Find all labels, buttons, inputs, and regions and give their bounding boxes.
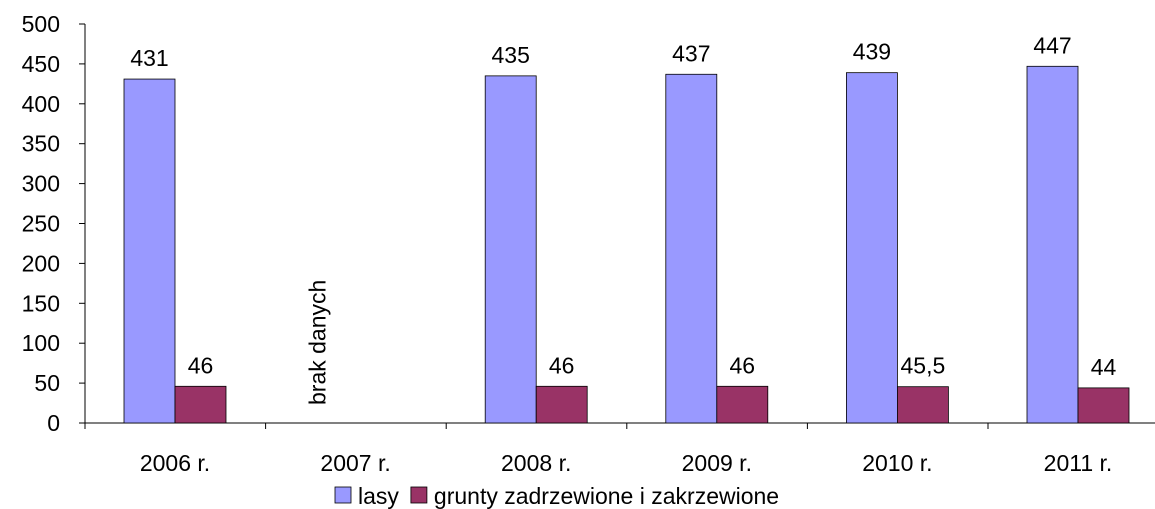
y-tick-label: 300 bbox=[22, 171, 60, 197]
y-tick-label: 500 bbox=[22, 11, 60, 37]
bar-lasy bbox=[1026, 65, 1079, 424]
data-label: 439 bbox=[853, 39, 891, 65]
data-label: 447 bbox=[1033, 32, 1071, 58]
y-tick-label: 100 bbox=[22, 330, 60, 356]
data-label: 45,5 bbox=[901, 353, 946, 379]
bar-grunty bbox=[174, 385, 227, 424]
y-tick-label: 0 bbox=[47, 410, 60, 436]
y-tick-label: 450 bbox=[22, 51, 60, 77]
data-label: 437 bbox=[672, 40, 710, 66]
data-labels: 431 46 435 46 437 46 439 45,5 447 44 bbox=[130, 32, 1116, 380]
category-label: 2009 r. bbox=[682, 450, 752, 476]
bar-grunty bbox=[716, 385, 769, 424]
category-label: 2006 r. bbox=[140, 450, 210, 476]
bar-lasy bbox=[846, 72, 898, 424]
y-tick-label: 400 bbox=[22, 91, 60, 117]
y-tick-label: 150 bbox=[22, 290, 60, 316]
axes bbox=[84, 24, 1155, 429]
y-tick-label: 50 bbox=[34, 370, 60, 396]
category-labels: 2006 r. 2007 r. 2008 r. 2009 r. 2010 r. 2011 … bbox=[140, 450, 1112, 476]
y-tick-label: 250 bbox=[22, 211, 60, 237]
y-tick-label: 350 bbox=[22, 131, 60, 157]
category-label: 2011 r. bbox=[1044, 450, 1113, 476]
bar-grunty bbox=[897, 386, 949, 424]
bar-lasy bbox=[123, 78, 176, 424]
category-label: 2010 r. bbox=[862, 450, 932, 476]
annotations: brak danych bbox=[305, 280, 331, 405]
bar-lasy bbox=[665, 73, 718, 424]
annotation-no-data: brak danych bbox=[305, 280, 331, 405]
legend-label: lasy bbox=[358, 483, 399, 509]
data-label: 46 bbox=[188, 352, 214, 378]
bars bbox=[123, 65, 1130, 424]
y-tick-label: 200 bbox=[22, 250, 60, 276]
data-label: 435 bbox=[492, 42, 530, 68]
data-label: 46 bbox=[730, 352, 756, 378]
bar-grunty bbox=[1077, 387, 1130, 424]
legend-swatch-grunty bbox=[410, 486, 428, 504]
data-label: 431 bbox=[130, 45, 168, 71]
category-label: 2007 r. bbox=[320, 450, 390, 476]
y-axis-ticks: 0 50 100 150 200 250 300 350 400 450 500 bbox=[22, 11, 85, 436]
category-label: 2008 r. bbox=[501, 450, 571, 476]
data-label: 44 bbox=[1091, 354, 1117, 380]
data-label: 46 bbox=[549, 352, 575, 378]
legend: lasy grunty zadrzewione i zakrzewione bbox=[334, 483, 779, 509]
bar-grunty bbox=[535, 385, 588, 424]
legend-swatch-lasy bbox=[334, 486, 352, 504]
bar-lasy bbox=[484, 75, 537, 424]
legend-label: grunty zadrzewione i zakrzewione bbox=[434, 483, 779, 509]
